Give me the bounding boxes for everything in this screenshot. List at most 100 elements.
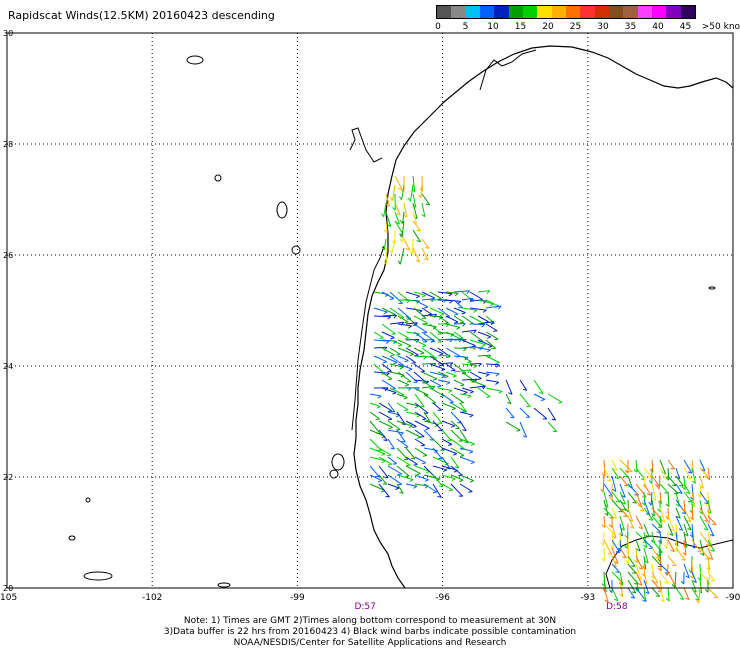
wind-barb-se xyxy=(698,587,701,604)
wind-barb-central xyxy=(413,387,429,396)
wind-barb-se-flag xyxy=(656,552,660,557)
wind-barb-north xyxy=(421,202,426,217)
wind-barb-central-flag xyxy=(456,326,461,330)
wind-barb-central-flag xyxy=(437,298,442,300)
wind-barb-central xyxy=(477,371,490,375)
wind-barb-south xyxy=(450,447,465,457)
wind-barb-central xyxy=(477,299,494,305)
wind-barb-se xyxy=(707,523,715,537)
wind-barb-se-flag xyxy=(706,576,711,581)
wind-barb-central-flag xyxy=(486,290,491,295)
wind-barb-sparse xyxy=(519,379,528,391)
colorbar-label: 20 xyxy=(542,22,554,32)
wind-barb-se-flag xyxy=(638,526,643,530)
wind-barb-central xyxy=(397,371,412,383)
wind-barb-central xyxy=(429,331,442,343)
wind-barb-south-flag xyxy=(425,427,430,430)
island-outline xyxy=(83,571,113,581)
wind-barb-se xyxy=(627,587,636,599)
island-outline xyxy=(291,245,301,255)
wind-barb-north xyxy=(421,193,431,205)
wind-barb-south xyxy=(441,447,457,455)
wind-barb-north xyxy=(412,211,418,224)
wind-barb-central xyxy=(461,363,478,366)
note-line-3: NOAA/NESDIS/Center for Satellite Applica… xyxy=(233,638,507,648)
wind-barb-se xyxy=(627,555,636,567)
wind-barb-se xyxy=(675,523,678,537)
wind-barb-se xyxy=(699,483,702,498)
wind-barb-se xyxy=(611,507,618,519)
wind-barb-south-flag xyxy=(438,422,443,425)
wind-barb-se-flag xyxy=(658,524,663,528)
wind-barb-se-flag xyxy=(615,500,620,503)
wind-barb-se-flag xyxy=(619,593,624,598)
wind-barb-se xyxy=(619,459,633,472)
wind-barb-central-flag xyxy=(398,344,403,347)
wind-barb-central xyxy=(445,363,456,371)
wind-barb-south-flag xyxy=(413,485,418,489)
island-outline xyxy=(276,201,288,219)
colorbar-label: 40 xyxy=(652,22,664,32)
wind-barb-central xyxy=(405,315,418,326)
wind-barb-south-flag xyxy=(397,473,402,476)
wind-barb-se-flag xyxy=(604,599,609,603)
wind-barb-se xyxy=(659,491,662,505)
wind-barb-central xyxy=(381,363,392,372)
island-outline xyxy=(186,55,204,65)
wind-barb-se-flag xyxy=(685,575,690,579)
island-outline xyxy=(331,453,345,471)
wind-barb-south xyxy=(459,456,475,463)
wind-barb-se-flag xyxy=(600,542,605,547)
wind-barb-central xyxy=(397,355,409,362)
colorbar-label: 15 xyxy=(514,22,527,32)
wind-barb-se xyxy=(699,507,709,522)
wind-barb-se-flag xyxy=(601,524,606,528)
wind-barb-south xyxy=(405,402,419,407)
wind-barb-se xyxy=(651,531,655,544)
wind-barb-central xyxy=(381,291,395,299)
wind-barb-south xyxy=(405,483,418,487)
wind-barb-central xyxy=(381,387,397,394)
wind-barb-central xyxy=(469,346,483,349)
wind-barb-central xyxy=(469,339,486,346)
wind-barb-central xyxy=(405,307,423,312)
wind-barb-south-flag xyxy=(397,483,402,486)
wind-barb-north xyxy=(385,247,388,265)
wind-barb-south-flag xyxy=(443,469,448,473)
wind-barb-south-flag xyxy=(406,464,411,467)
wind-barb-central xyxy=(437,338,453,341)
wind-barb-north-flag xyxy=(396,213,401,216)
wind-barb-south xyxy=(405,456,418,465)
wind-barb-south-flag xyxy=(377,395,382,399)
wind-barb-central-flag xyxy=(489,303,494,307)
wind-barb-sparse-flag xyxy=(522,388,527,391)
wind-barb-se xyxy=(675,587,685,600)
wind-speed-colorbar xyxy=(436,5,696,19)
barrier-islands xyxy=(351,245,385,431)
wind-barb-se-flag xyxy=(670,467,675,470)
wind-barb-south xyxy=(396,474,414,481)
wind-barb-se-flag xyxy=(645,534,650,538)
wind-barb-central-flag xyxy=(439,364,444,367)
wind-barb-se xyxy=(683,491,693,503)
wind-barb-se xyxy=(699,459,706,472)
wind-barb-se-flag xyxy=(609,524,613,528)
wind-barb-se xyxy=(619,499,627,511)
wind-barb-se xyxy=(651,571,659,584)
wind-barb-se-flag xyxy=(654,484,660,487)
wind-barb-central-flag xyxy=(444,375,449,379)
wind-barb-south xyxy=(459,483,473,493)
wind-barb-north xyxy=(421,238,430,249)
wind-barb-south-flag xyxy=(404,409,409,412)
wind-barb-se-flag xyxy=(651,513,655,517)
wind-barb-se-flag xyxy=(638,583,643,586)
wind-barb-central xyxy=(469,291,483,300)
wind-barb-south-flag xyxy=(470,443,475,446)
wind-barb-se-flag xyxy=(653,581,658,584)
wind-barb-south xyxy=(387,456,398,465)
wind-barb-se xyxy=(619,515,625,531)
wind-barb-se xyxy=(699,571,711,585)
wind-barb-central-flag xyxy=(415,295,420,299)
lon-tick-label: -90 xyxy=(726,593,740,603)
